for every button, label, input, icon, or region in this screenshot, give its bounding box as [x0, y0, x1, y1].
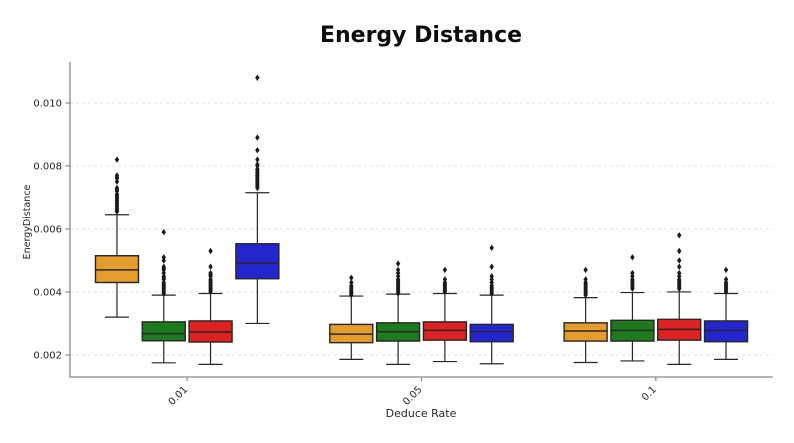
- box-red-0.01: [188, 247, 233, 365]
- iqr-box: [94, 255, 140, 284]
- outlier-point: [489, 263, 494, 270]
- outlier-point: [161, 254, 166, 261]
- box-green-0.1: [610, 254, 655, 362]
- outlier-point: [114, 156, 120, 163]
- iqr-box: [563, 322, 608, 342]
- outlier-point: [395, 260, 401, 267]
- outlier-point: [583, 266, 588, 274]
- box-orange-0.05: [329, 274, 374, 360]
- iqr-box: [141, 321, 186, 342]
- outlier-point: [114, 172, 120, 179]
- y-tick-label: 0.006: [33, 224, 62, 235]
- outlier-point: [677, 263, 682, 270]
- box-blue-0.05: [469, 244, 514, 365]
- outlier-point: [255, 161, 260, 168]
- outlier-point: [677, 269, 682, 277]
- y-axis-label: EnergyDistance: [22, 184, 33, 259]
- x-tick-label: 0.05: [401, 384, 425, 408]
- iqr-box: [469, 323, 514, 343]
- box-blue-0.01: [235, 74, 280, 325]
- outlier-point: [161, 263, 166, 270]
- outlier-point: [677, 247, 682, 255]
- y-tick-label: 0.004: [33, 287, 62, 298]
- outlier-point: [255, 74, 260, 81]
- outlier-point: [677, 232, 682, 239]
- iqr-box: [703, 320, 749, 343]
- outlier-point: [349, 274, 354, 281]
- box-blue-0.1: [703, 266, 749, 360]
- outlier-point: [442, 266, 448, 274]
- outlier-point: [161, 228, 166, 236]
- iqr-box: [235, 243, 280, 280]
- outlier-point: [630, 269, 635, 277]
- y-tick-label: 0.010: [33, 98, 62, 109]
- outlier-point: [255, 147, 260, 154]
- y-tick-label: 0.002: [33, 350, 62, 361]
- outlier-point: [630, 254, 635, 261]
- outlier-point: [255, 134, 260, 141]
- x-tick-label: 0.01: [167, 384, 191, 408]
- plot-area: 0.002 0.004 0.006 0.008 0.010 0.01 0.05 0.1: [33, 62, 773, 408]
- outlier-point: [208, 269, 213, 277]
- outlier-point: [677, 257, 682, 264]
- outlier-point: [723, 276, 729, 283]
- y-tick-label: 0.008: [33, 161, 62, 172]
- outlier-point: [723, 266, 729, 274]
- box-green-0.01: [141, 228, 186, 364]
- chart-title: Energy Distance: [320, 23, 522, 48]
- outlier-point: [489, 244, 494, 252]
- box-green-0.05: [375, 260, 421, 365]
- outlier-point: [255, 156, 260, 163]
- x-tick-label: 0.1: [640, 384, 659, 403]
- outlier-point: [583, 276, 588, 283]
- box-red-0.1: [657, 232, 702, 365]
- x-axis-label: Deduce Rate: [386, 407, 457, 420]
- outlier-point: [395, 266, 401, 274]
- box-orange-0.1: [563, 266, 608, 364]
- box-red-0.05: [422, 266, 468, 363]
- outlier-point: [208, 247, 213, 255]
- outlier-point: [114, 184, 120, 192]
- box-orange-0.01: [94, 156, 140, 318]
- outlier-point: [349, 279, 354, 286]
- outlier-point: [208, 263, 213, 270]
- outlier-point: [442, 276, 448, 283]
- outlier-point: [489, 273, 494, 280]
